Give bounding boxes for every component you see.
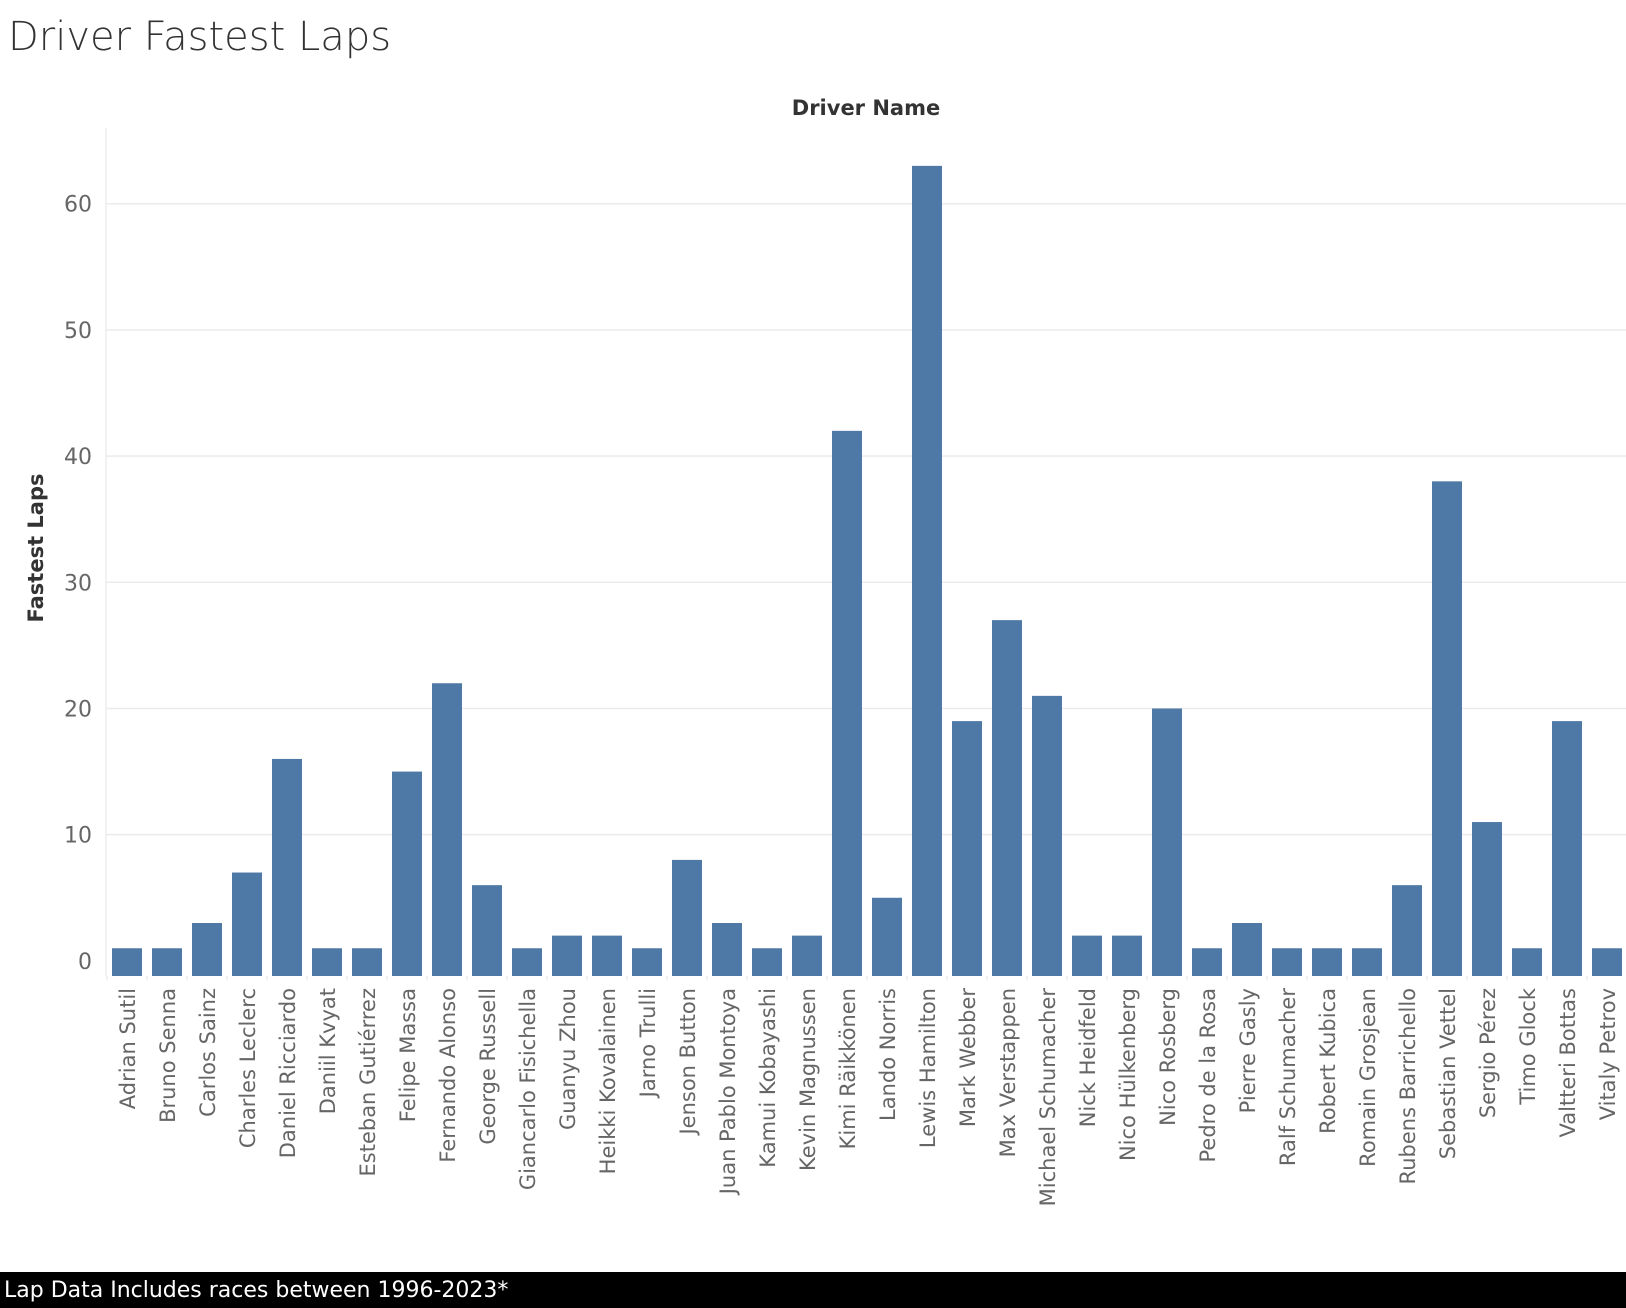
x-tick-label: Heikki Kovalainen bbox=[596, 988, 620, 1174]
bar[interactable] bbox=[1112, 935, 1142, 976]
bar[interactable] bbox=[672, 859, 702, 976]
bar-chart: 0 10 20 30 40 50 60 Adrian Sutil Bruno Senna Car… bbox=[24, 96, 1626, 1207]
x-tick-label: Valtteri Bottas bbox=[1556, 988, 1580, 1138]
bar[interactable] bbox=[392, 771, 422, 976]
x-tick-label: Adrian Sutil bbox=[116, 988, 140, 1109]
bar[interactable] bbox=[352, 948, 382, 976]
x-tick-label: Giancarlo Fisichella bbox=[516, 988, 540, 1190]
x-tick-label: Charles Leclerc bbox=[236, 988, 260, 1148]
x-tick-label: Jenson Button bbox=[676, 988, 700, 1137]
x-tick-label: Robert Kubica bbox=[1316, 988, 1340, 1134]
bar[interactable] bbox=[792, 935, 822, 976]
x-tick-label: Nico Hülkenberg bbox=[1116, 988, 1140, 1161]
x-tick-label: Jarno Trulli bbox=[636, 988, 660, 1099]
y-tick-label: 40 bbox=[64, 445, 92, 470]
x-tick-label: Juan Pablo Montoya bbox=[716, 988, 740, 1196]
x-tick-label: Nico Rosberg bbox=[1156, 988, 1180, 1126]
x-tick-label: Esteban Gutiérrez bbox=[356, 988, 380, 1177]
x-tick-label: Sergio Pérez bbox=[1476, 988, 1500, 1118]
bar[interactable] bbox=[432, 683, 462, 976]
x-tick-label: Pierre Gasly bbox=[1236, 988, 1260, 1113]
footer-note: Lap Data Includes races between 1996-202… bbox=[4, 1278, 509, 1303]
x-tick-label: Mark Webber bbox=[956, 988, 980, 1127]
bar[interactable] bbox=[232, 872, 262, 976]
bar[interactable] bbox=[1032, 695, 1062, 976]
bar[interactable] bbox=[152, 948, 182, 976]
bar[interactable] bbox=[1432, 481, 1462, 976]
bar[interactable] bbox=[312, 948, 342, 976]
bar[interactable] bbox=[912, 165, 942, 976]
x-tick-label: Rubens Barrichello bbox=[1396, 988, 1420, 1184]
bar[interactable] bbox=[832, 430, 862, 976]
bar[interactable] bbox=[592, 935, 622, 976]
y-tick-label: 0 bbox=[78, 950, 92, 975]
bar[interactable] bbox=[632, 948, 662, 976]
gridlines bbox=[106, 202, 1626, 836]
bar[interactable] bbox=[712, 923, 742, 976]
x-tick-label: Kamui Kobayashi bbox=[756, 988, 780, 1168]
x-tick-label: Lewis Hamilton bbox=[916, 988, 940, 1148]
bar[interactable] bbox=[952, 721, 982, 976]
bar[interactable] bbox=[272, 758, 302, 976]
y-axis-ticks: 0 10 20 30 40 50 60 bbox=[64, 193, 92, 975]
chart-title: Driver Fastest Laps bbox=[8, 14, 392, 60]
bar[interactable] bbox=[752, 948, 782, 976]
x-tick-label: Carlos Sainz bbox=[196, 988, 220, 1117]
bar[interactable] bbox=[992, 620, 1022, 976]
x-axis-label: Driver Name bbox=[792, 96, 940, 120]
x-tick-label: Sebastian Vettel bbox=[1436, 988, 1460, 1159]
bar[interactable] bbox=[552, 935, 582, 976]
x-axis-ticks: Adrian Sutil Bruno Senna Carlos Sainz Charl… bbox=[106, 976, 1620, 1207]
bar[interactable] bbox=[1072, 935, 1102, 976]
bar[interactable] bbox=[1552, 721, 1582, 976]
x-tick-label: Daniil Kvyat bbox=[316, 988, 340, 1114]
bar[interactable] bbox=[1352, 948, 1382, 976]
bar[interactable] bbox=[872, 897, 902, 976]
x-tick-label: Timo Glock bbox=[1516, 987, 1540, 1105]
x-tick-label: Bruno Senna bbox=[156, 988, 180, 1123]
bar[interactable] bbox=[192, 923, 222, 976]
bars bbox=[112, 165, 1622, 976]
bar[interactable] bbox=[1152, 708, 1182, 976]
bar[interactable] bbox=[1392, 885, 1422, 976]
bar[interactable] bbox=[1312, 948, 1342, 976]
bar[interactable] bbox=[1512, 948, 1542, 976]
x-tick-label: Felipe Massa bbox=[396, 988, 420, 1122]
footer-bar: Lap Data Includes races between 1996-202… bbox=[0, 1272, 1626, 1308]
bar[interactable] bbox=[1192, 948, 1222, 976]
x-tick-label: Max Verstappen bbox=[996, 988, 1020, 1157]
x-tick-label: Fernando Alonso bbox=[436, 988, 460, 1163]
bar[interactable] bbox=[512, 948, 542, 976]
bar[interactable] bbox=[112, 948, 142, 976]
y-tick-label: 50 bbox=[64, 319, 92, 344]
x-tick-label: Kevin Magnussen bbox=[796, 988, 820, 1171]
x-tick-label: Vitaly Petrov bbox=[1596, 988, 1620, 1120]
y-tick-label: 10 bbox=[64, 824, 92, 849]
x-tick-label: George Russell bbox=[476, 988, 500, 1145]
y-tick-label: 60 bbox=[64, 193, 92, 218]
x-tick-label: Ralf Schumacher bbox=[1276, 988, 1300, 1166]
x-tick-label: Romain Grosjean bbox=[1356, 988, 1380, 1167]
y-tick-label: 30 bbox=[64, 571, 92, 596]
y-tick-label: 20 bbox=[64, 697, 92, 722]
x-tick-label: Nick Heidfeld bbox=[1076, 988, 1100, 1127]
bar[interactable] bbox=[472, 885, 502, 976]
y-axis-label: Fastest Laps bbox=[24, 474, 48, 623]
x-tick-label: Guanyu Zhou bbox=[556, 988, 580, 1130]
x-tick-label: Daniel Ricciardo bbox=[276, 988, 300, 1158]
x-tick-label: Michael Schumacher bbox=[1036, 988, 1060, 1207]
bar[interactable] bbox=[1592, 948, 1622, 976]
bar[interactable] bbox=[1232, 923, 1262, 976]
x-tick-label: Kimi Räikkönen bbox=[836, 988, 860, 1149]
x-tick-label: Pedro de la Rosa bbox=[1196, 988, 1220, 1162]
bar[interactable] bbox=[1472, 822, 1502, 976]
bar[interactable] bbox=[1272, 948, 1302, 976]
x-tick-label: Lando Norris bbox=[876, 988, 900, 1121]
